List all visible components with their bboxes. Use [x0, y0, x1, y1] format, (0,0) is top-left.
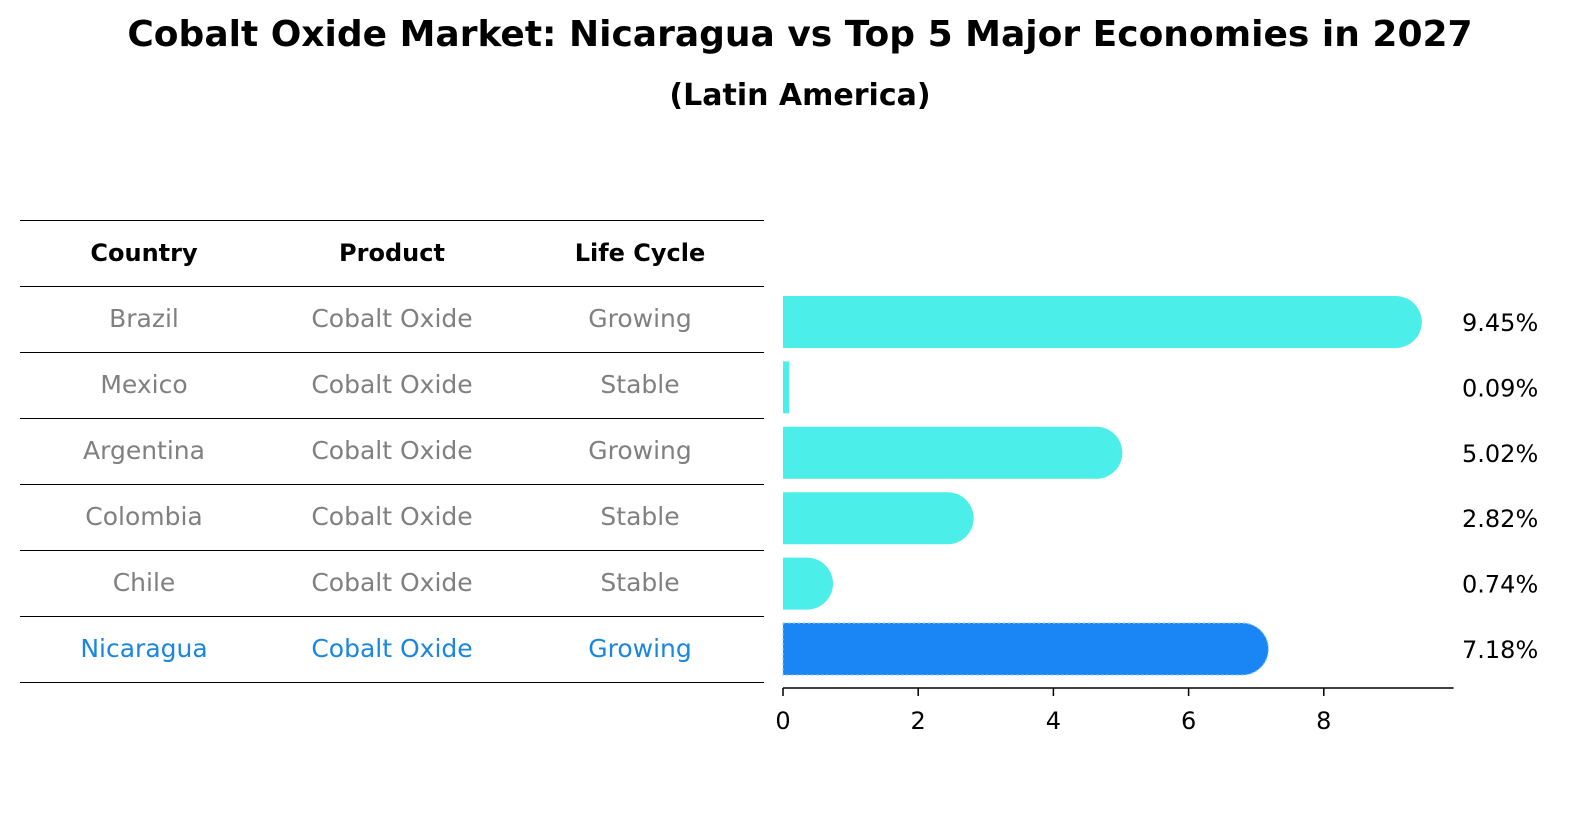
bar-value-label: 7.18%: [1462, 636, 1538, 664]
bar-value-label: 0.09%: [1462, 374, 1538, 402]
bar-argentina: [783, 426, 1123, 479]
table-header-row: Country Product Life Cycle: [20, 220, 764, 286]
x-tick-label: 0: [775, 707, 790, 735]
bar-highlight-outline: [782, 622, 1269, 676]
cell-country: Mexico: [100, 370, 188, 399]
bar-value-label: 9.45%: [1462, 309, 1538, 337]
bar-nicaragua: [783, 623, 1269, 675]
cell-product: Cobalt Oxide: [311, 502, 473, 531]
x-tick-label: 2: [911, 707, 926, 735]
cell-country: Chile: [112, 568, 176, 597]
table-row: Chile Cobalt Oxide Stable: [20, 550, 764, 616]
x-tick-label: 8: [1316, 707, 1331, 735]
cell-country: Brazil: [109, 304, 179, 333]
column-header-country: Country: [90, 239, 198, 267]
cell-life-cycle: Growing: [588, 304, 692, 333]
cell-product: Cobalt Oxide: [311, 304, 473, 333]
table-rule: [20, 616, 764, 617]
cell-life-cycle: Growing: [588, 634, 692, 663]
x-tick-label: 6: [1181, 707, 1196, 735]
bar-brazil: [783, 296, 1422, 348]
x-tick-label: 4: [1046, 707, 1061, 735]
table-row: Colombia Cobalt Oxide Stable: [20, 484, 764, 550]
bar-value-label: 2.82%: [1462, 505, 1538, 533]
cell-country: Colombia: [85, 502, 203, 531]
cell-product: Cobalt Oxide: [311, 634, 473, 663]
cell-country: Nicaragua: [80, 634, 208, 663]
table-row: Mexico Cobalt Oxide Stable: [20, 352, 764, 418]
bar-colombia: [783, 492, 974, 545]
table-row-highlighted: Nicaragua Cobalt Oxide Growing: [20, 616, 764, 682]
table-rule: [20, 550, 764, 551]
bar-mexico: [783, 361, 790, 414]
bar-value-label: 5.02%: [1462, 440, 1538, 468]
table-rule: [20, 286, 764, 287]
cell-life-cycle: Stable: [600, 502, 680, 531]
cell-life-cycle: Stable: [600, 568, 680, 597]
chart-subtitle: (Latin America): [669, 78, 931, 113]
cell-life-cycle: Stable: [600, 370, 680, 399]
cell-product: Cobalt Oxide: [311, 436, 473, 465]
bar-value-label: 0.74%: [1462, 571, 1538, 599]
cell-country: Argentina: [83, 436, 205, 465]
table-rule: [20, 682, 764, 683]
table-rule: [20, 484, 764, 485]
table-row: Brazil Cobalt Oxide Growing: [20, 286, 764, 352]
cell-product: Cobalt Oxide: [311, 370, 473, 399]
column-header-life-cycle: Life Cycle: [574, 239, 706, 267]
table-rule: [20, 220, 764, 221]
column-header-product: Product: [339, 239, 445, 267]
table-rule: [20, 352, 764, 353]
chart-title: Cobalt Oxide Market: Nicaragua vs Top 5 …: [127, 14, 1473, 55]
cell-product: Cobalt Oxide: [311, 568, 473, 597]
bar-chile: [783, 557, 834, 610]
table-row: Argentina Cobalt Oxide Growing: [20, 418, 764, 484]
table-rule: [20, 418, 764, 419]
cell-life-cycle: Growing: [588, 436, 692, 465]
